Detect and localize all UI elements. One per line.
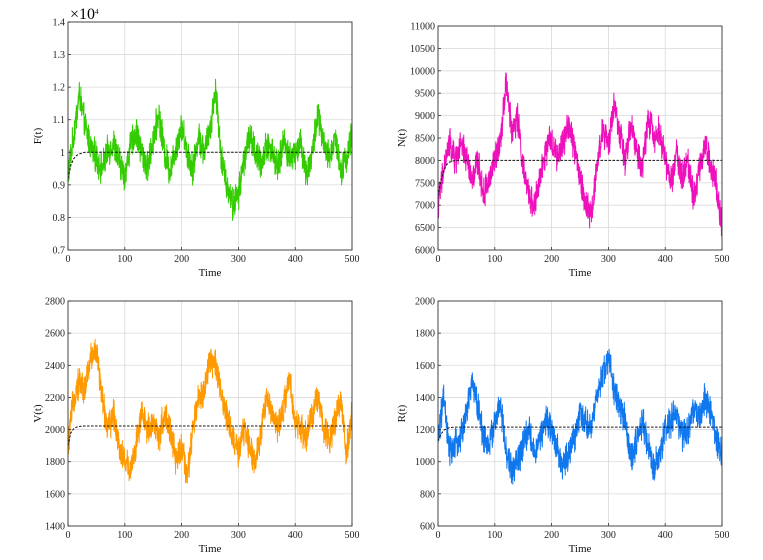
y-tick-label: 2000 [415,297,435,308]
y-tick-label: 1000 [415,457,435,468]
mean-line-n [438,159,722,197]
y-tick-label: 1800 [415,329,435,340]
y-tick-label: 10000 [410,66,435,77]
y-tick-label: 7500 [415,178,435,189]
x-tick-label: 400 [658,254,673,265]
y-tick-label: 1400 [415,393,435,404]
x-ticks-f: 0 100 200 300 400 500 [66,247,360,265]
y-tick-label: 1800 [45,457,65,468]
x-tick-label: 400 [288,254,303,265]
y-tick-label: 1.2 [53,83,66,94]
x-tick-label: 0 [436,254,441,265]
grid-n [437,25,723,251]
y-multiplier-base: ×10 [70,6,95,23]
series-line-r [438,348,722,485]
y-tick-label: 2400 [45,361,65,372]
y-tick-label: 1.1 [53,115,66,126]
x-axis-label-f: Time [199,267,222,279]
series-line-v [68,338,352,484]
x-tick-label: 400 [658,530,673,541]
y-multiplier-f: ×104 [70,6,99,23]
panel-r: 0 100 200 300 400 500 600 800 1000 1200 1400 1600 1… [396,297,730,556]
panel-n: 0 100 200 300 400 500 6000 6500 7000 7500 8000 850… [396,22,730,280]
x-tick-label: 500 [715,530,730,541]
y-tick-label: 1 [60,148,65,159]
y-tick-label: 6000 [415,246,435,257]
y-axis-label-n: N(t) [396,129,408,148]
x-tick-label: 100 [487,530,502,541]
y-tick-label: 2000 [45,425,65,436]
x-tick-label: 500 [345,530,360,541]
y-tick-label: 1600 [415,361,435,372]
y-tick-label: 1400 [45,522,65,533]
x-tick-label: 0 [66,254,71,265]
y-tick-label: 10500 [410,44,435,55]
y-tick-label: 9500 [415,89,435,100]
panel-v: 0 100 200 300 400 500 1400 1600 1800 2000 2200 240… [32,297,360,556]
x-tick-label: 300 [601,254,616,265]
x-tick-label: 200 [544,530,559,541]
x-tick-label: 200 [174,254,189,265]
y-tick-label: 1200 [415,425,435,436]
series-n [438,72,722,237]
x-tick-label: 200 [174,530,189,541]
x-tick-label: 300 [231,530,246,541]
x-ticks-n: 0 100 200 300 400 500 [436,247,730,265]
x-tick-label: 500 [345,254,360,265]
axes-frame-v [67,300,353,527]
y-tick-label: 2800 [45,297,65,308]
y-tick-label: 1600 [45,489,65,500]
x-ticks-v: 0 100 200 300 400 500 [66,523,360,541]
y-ticks-v: 1400 1600 1800 2000 2200 2400 2600 2800 [45,297,71,533]
x-axis-label-n: Time [569,267,592,279]
series-v [68,338,352,484]
y-tick-label: 11000 [410,22,435,33]
y-axis-label-f: F(t) [32,127,44,144]
series-f [68,78,352,221]
x-tick-label: 100 [117,530,132,541]
series-line-f [68,78,352,221]
x-tick-label: 500 [715,254,730,265]
y-tick-label: 1.3 [53,50,66,61]
y-multiplier-exp: 4 [95,8,99,16]
y-axis-label-v: V(t) [32,404,44,423]
y-tick-label: 2600 [45,329,65,340]
axes-frame-f [67,21,353,251]
x-ticks-r: 0 100 200 300 400 500 [436,523,730,541]
y-axis-label-r: R(t) [396,404,408,422]
y-tick-label: 0.7 [53,246,66,257]
y-ticks-r: 600 800 1000 1200 1400 1600 1800 2000 [415,297,441,533]
y-tick-label: 6500 [415,223,435,234]
series-r [438,348,722,485]
x-tick-label: 100 [487,254,502,265]
y-ticks-f: 0.7 0.8 0.9 1 1.1 1.2 1.3 1.4 [53,18,71,257]
x-tick-label: 0 [436,530,441,541]
x-tick-label: 100 [117,254,132,265]
y-tick-label: 0.8 [53,213,66,224]
x-axis-label-r: Time [569,543,592,555]
y-tick-label: 8000 [415,156,435,167]
y-tick-label: 9000 [415,111,435,122]
x-tick-label: 400 [288,530,303,541]
mean-line-f [68,151,352,179]
y-tick-label: 800 [420,489,435,500]
axes-frame-r [437,300,723,527]
mean-line-v [68,425,352,446]
x-axis-label-v: Time [199,543,222,555]
y-tick-label: 0.9 [53,180,66,191]
y-tick-label: 600 [420,522,435,533]
y-tick-label: 7000 [415,201,435,212]
series-line-n [438,72,722,237]
mean-line-r [438,426,722,442]
y-tick-label: 8500 [415,134,435,145]
y-tick-label: 1.4 [53,18,66,29]
x-tick-label: 300 [601,530,616,541]
x-tick-label: 0 [66,530,71,541]
panel-f: 0 100 200 300 400 500 0.70.80.911.11.21.31.4 … [32,6,360,279]
x-tick-label: 200 [544,254,559,265]
y-ticks-n: 6000 6500 7000 7500 8000 8500 9000 9500 10000 105… [410,22,441,257]
y-tick-label: 2200 [45,393,65,404]
x-tick-label: 300 [231,254,246,265]
